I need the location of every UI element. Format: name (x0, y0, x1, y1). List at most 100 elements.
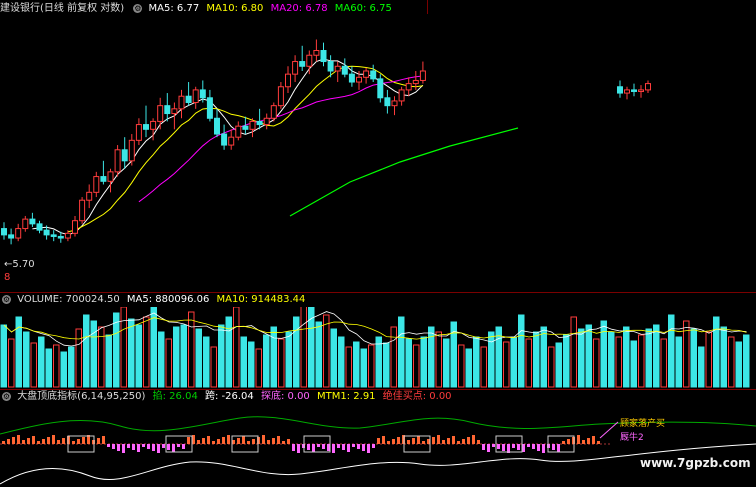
volume-bar (158, 331, 165, 388)
volume-bar (90, 320, 97, 388)
indicator-bar (492, 444, 495, 447)
candle-body (306, 54, 313, 67)
indicator-bar (437, 435, 440, 444)
candle-body (185, 95, 192, 104)
indicator-bar (152, 444, 155, 451)
volume-bar (593, 338, 600, 388)
volume-bar (68, 346, 75, 388)
indicator-bar (197, 440, 200, 444)
volume-bar (128, 318, 135, 388)
volume-bar (248, 341, 255, 388)
volume-bar (443, 338, 450, 388)
candle-body (57, 235, 64, 239)
indicator-chart[interactable] (0, 404, 756, 487)
volume-bar (585, 324, 592, 388)
volume-ma10-line (3, 317, 747, 340)
indicator-bar (512, 444, 515, 448)
future-candle-body (645, 83, 651, 91)
candle-body (150, 120, 157, 130)
candle-body (29, 218, 36, 225)
indicator-bar (327, 444, 330, 451)
volume-bar (0, 324, 7, 388)
volume-bar (368, 344, 375, 388)
indicator-bar (202, 438, 205, 444)
volume-bar (293, 316, 300, 388)
candle-body (143, 124, 149, 130)
volume-bar (53, 344, 60, 388)
volume-bar (150, 307, 157, 388)
candle-body (334, 65, 341, 72)
volume-bar (728, 336, 735, 388)
settings-icon[interactable]: ⚙ (2, 391, 11, 401)
volume-bar (263, 334, 270, 388)
volume-bar (23, 331, 30, 388)
volume-bar (510, 336, 517, 388)
indicator-bar (97, 438, 100, 444)
indicator-bar (417, 436, 420, 444)
indicator-bar (482, 444, 485, 450)
indicator-bar (372, 444, 375, 448)
ma10-label: MA10: 6.80 (206, 3, 264, 14)
candle-body (320, 50, 327, 63)
volume-bar (240, 336, 247, 388)
candle-body (277, 86, 284, 107)
volume-bar (285, 331, 292, 388)
indicator-bar (597, 441, 600, 444)
indicator-bar (187, 437, 190, 444)
signal-box (67, 435, 95, 453)
settings-icon[interactable]: ⚙ (133, 3, 143, 13)
volume-bar (570, 316, 577, 388)
indicator-bar (42, 439, 45, 444)
volume-bar (398, 316, 405, 388)
volume-chart[interactable] (0, 307, 756, 389)
candle-body (50, 234, 57, 237)
volume-bar (98, 326, 105, 388)
candle-body (135, 124, 142, 141)
indicator-bar (72, 441, 75, 444)
volume-bar (645, 328, 652, 388)
indicator-bar (452, 436, 455, 444)
volume-bar (735, 341, 742, 388)
volume-bar (165, 338, 172, 388)
indicator-bar (12, 437, 15, 444)
volume-bar (720, 326, 727, 388)
candle-body (313, 50, 320, 56)
volume-bar (465, 348, 472, 388)
volume-ma5-label: MA5: 880096.06 (126, 294, 210, 305)
volume-bar (450, 321, 457, 388)
indicator-bar (87, 435, 90, 444)
volume-bar (473, 336, 480, 388)
volume-bar (173, 326, 180, 388)
candle-body (107, 171, 114, 182)
volume-bar (563, 334, 570, 388)
indicator-bar (507, 444, 510, 453)
candle-body (263, 117, 270, 126)
indicator-bar (422, 441, 425, 444)
indicator-bar (527, 444, 530, 447)
settings-icon[interactable]: ⚙ (2, 294, 11, 304)
watermark: www.7gpzb.com (640, 456, 751, 470)
indicator-bar (137, 444, 140, 452)
candlestick-chart[interactable] (0, 14, 756, 294)
volume-bar (218, 324, 225, 388)
indicator-title: 大盘顶底指标(6,14,95,250) (17, 391, 146, 402)
candle-body (128, 139, 135, 162)
annotation-label-1: 顾家落产买 (620, 419, 666, 429)
indicator-bar (107, 444, 110, 447)
indicator-bar (487, 444, 490, 452)
indicator-bar (427, 439, 430, 444)
candle-body (228, 136, 235, 146)
volume-bar (330, 328, 337, 388)
candle-body (22, 218, 29, 230)
indicator-bar (122, 444, 125, 453)
indicator-bar (47, 437, 50, 444)
future-candle-body (624, 89, 630, 94)
indicator-bar (127, 444, 130, 448)
indicator-bar (557, 444, 560, 452)
indicator-bar (217, 439, 220, 444)
indicator-bar (262, 435, 265, 444)
candle-body (412, 79, 419, 85)
indicator-bar (502, 444, 505, 451)
volume-bar (83, 314, 90, 388)
volume-bar (540, 326, 547, 388)
